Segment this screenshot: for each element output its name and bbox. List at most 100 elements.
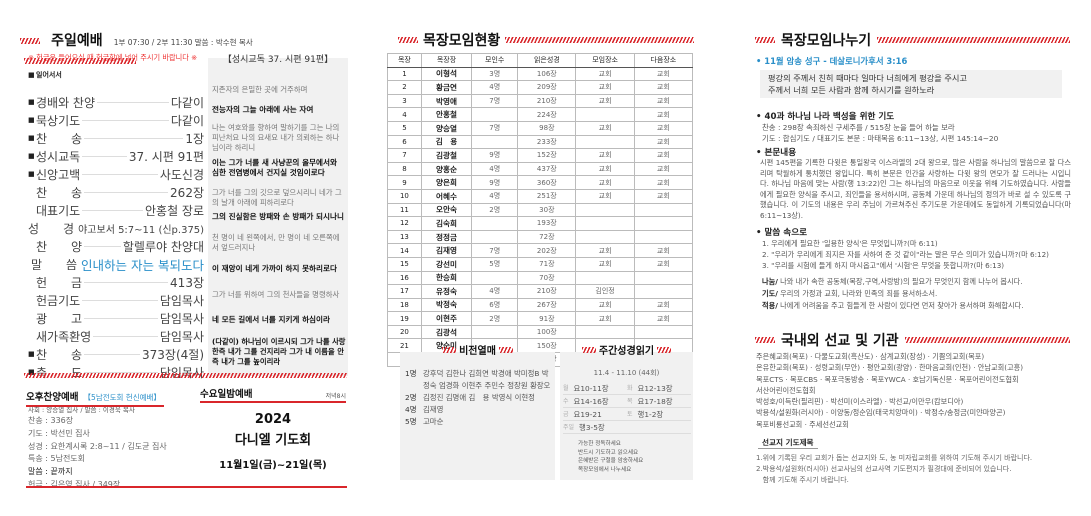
table-cell: 김 용 xyxy=(420,134,473,150)
reading-period: 11.4 - 11.10 (44회) xyxy=(593,369,660,377)
application-key: 기도/ xyxy=(762,288,778,298)
table-cell xyxy=(471,134,519,150)
table-cell: 교회 xyxy=(633,311,694,326)
table-cell: 유정숙 xyxy=(420,284,473,299)
column-header: 읽은성경 xyxy=(517,53,577,68)
application-item: 적용/ 나에게 어려움을 주고 힘들게 한 사람이 있다면 먼저 찾아가 용서하… xyxy=(762,300,1071,312)
order-value: 담임목사 xyxy=(159,329,204,344)
reading-day: 수 xyxy=(563,397,569,405)
mission-line: 온유한교회(목포) · 성령교회(무안) · 평안교회(광양) · 한마음교회(… xyxy=(756,363,1024,373)
table-cell xyxy=(575,134,635,150)
vision-list: 1명 강후덕 김한나 김희연 박경애 박미정B 박정숙 엄경화 이현주 주민수 정… xyxy=(405,368,553,428)
hatch-decoration xyxy=(755,337,775,343)
prayer-item: 2.박용석/설원화(러시아) 선교사님의 선교사역 기도편지가 필경대에 준비되… xyxy=(756,465,1012,473)
table-row: 3 박영애 7명 210장 교회 교회 xyxy=(387,93,694,109)
table-cell: 91장 xyxy=(517,311,577,326)
table-cell: 2명 xyxy=(471,311,519,326)
bullet-icon: ■ xyxy=(28,170,35,178)
table-cell: 6 xyxy=(387,134,422,150)
reading-row: 수 요14-16장 목 요17-18장 xyxy=(563,395,691,408)
section-title: 목장모임나누기 xyxy=(781,33,872,49)
event-year: 2024 xyxy=(254,412,292,427)
order-item: ■ 찬 송 373장(4절) xyxy=(28,345,204,363)
psalm-line: 이 재앙이 네게 가까이 하지 못하리로다 xyxy=(212,264,337,273)
wednesday-title: 수요일밤예배 xyxy=(200,389,253,400)
table-row: 12 김숙희 193장 xyxy=(387,216,694,231)
table-cell: 교회 xyxy=(575,66,635,82)
order-label: 헌금기도 xyxy=(36,293,81,308)
table-cell: 209장 xyxy=(517,80,577,95)
order-item: ■ 신앙고백 사도신경 xyxy=(28,165,204,183)
application-text: 우리의 가정과 교회, 나라와 민족의 죄를 용서하소서. xyxy=(777,288,938,298)
order-item: 헌금기도 담임목사 xyxy=(28,291,204,309)
afternoon-items: 찬송 : 336장 기도 : 박선민 집사 성경 : 요한계시록 2:8~11 … xyxy=(28,415,167,492)
reading-tip: 은혜받은 구절을 암송하세요 xyxy=(578,458,644,464)
table-cell xyxy=(471,229,519,245)
table-cell: 100장 xyxy=(517,324,577,340)
table-cell: 교회 xyxy=(633,161,694,177)
table-cell xyxy=(575,202,635,218)
reading-cell: 월 요10-11장 xyxy=(563,383,627,394)
table-cell xyxy=(575,324,635,340)
reading-box xyxy=(560,352,693,480)
table-cell: 이현주 xyxy=(420,311,473,326)
table-cell: 교회 xyxy=(633,175,694,190)
application-list: 나눔/ 나와 내가 속한 공동체(목장,구역,사랑방)의 필요가 무엇인지 함께… xyxy=(756,276,1071,312)
table-cell: 2 xyxy=(387,80,422,95)
table-row: 13 정정금 72장 xyxy=(387,229,694,245)
table-cell: 70장 xyxy=(517,270,577,286)
table-cell: 20 xyxy=(387,324,422,340)
afternoon-item: 성경 : 요한계시록 2:8~11 / 김도균 집사 xyxy=(28,441,167,451)
table-cell xyxy=(575,229,635,245)
reading-day: 화 xyxy=(627,384,633,392)
question: 1. 우리에게 필요한 '일용한 양식'은 무엇입니까?(마 6:11) xyxy=(762,238,938,248)
section-title: 주일예배 xyxy=(51,33,103,49)
table-cell: 황금연 xyxy=(420,80,473,95)
service-times: 1부 07:30 / 2부 11:30 말씀 : 박수현 목사 xyxy=(113,38,253,47)
order-item: 성 경 야고보서 5:7~11 (신p.375) xyxy=(28,219,204,237)
table-row: 5 양승열 7명 98장 교회 교회 xyxy=(387,120,694,136)
table-row: 2 황금연 4명 209장 교회 교회 xyxy=(387,80,694,95)
table-cell: 교회 xyxy=(575,148,635,163)
table-cell: 정정금 xyxy=(420,229,473,245)
bullet-icon: ■ xyxy=(28,134,35,142)
table-cell: 7명 xyxy=(471,93,519,109)
psalm-title: 【성시교독 37. 시편 91편】 xyxy=(222,55,334,65)
table-cell: 251장 xyxy=(517,188,577,204)
psalm-line: 천 명이 네 왼쪽에서, 만 명이 네 오른쪽에서 엎드러지나 xyxy=(212,233,340,252)
word-heading: • 말씀 속으로 xyxy=(756,227,808,238)
table-cell xyxy=(633,216,694,231)
sunday-service-header: 주일예배 1부 07:30 / 2부 11:30 말씀 : 박수현 목사 xyxy=(20,30,350,69)
table-cell: 교회 xyxy=(575,243,635,258)
leader-line xyxy=(82,119,169,121)
psalm-line: 나는 여호와를 향하여 말하기를 그는 나의 피난처요 나의 요새요 내가 의뢰… xyxy=(212,123,340,152)
table-cell: 4 xyxy=(387,107,422,122)
table-cell: 98장 xyxy=(517,120,577,136)
prayer-item: 함께 기도해 주시기 바랍니다. xyxy=(756,476,849,484)
vision-names: 김재영 xyxy=(423,405,444,414)
order-label: 신앙고백 xyxy=(36,167,81,182)
column-header: 모임장소 xyxy=(575,53,635,68)
memory-verse-heading: • 11월 암송 성구 - 데살로니가후서 3:16 xyxy=(756,56,908,66)
hatch-decoration xyxy=(877,37,1070,43)
psalm-line: 네 모든 길에서 너를 지키게 하심이라 xyxy=(212,315,331,324)
table-cell: 9명 xyxy=(471,175,519,190)
vision-item: 5명 고마순 xyxy=(405,416,553,428)
reading-day: 주일 xyxy=(563,423,575,431)
vision-count: 2명 xyxy=(405,393,417,402)
reading-tip: 가능한 정독하세요 xyxy=(578,441,621,447)
lesson-line: 찬송 : 298장 속죄하신 구세주를 / 515장 눈을 들어 하늘 보라 xyxy=(762,123,955,132)
table-cell: 4명 xyxy=(471,80,519,95)
table-cell: 10 xyxy=(387,188,422,204)
table-cell: 교회 xyxy=(575,297,635,313)
reading-range: 요17-18장 xyxy=(637,396,673,406)
content-heading: • 본문내용 xyxy=(756,148,797,158)
order-label: 광 고 xyxy=(36,311,83,326)
mission-line: 박용석/설원화(러시아) · 이양동/정순임(태국치앙마이) · 박정수/송정금… xyxy=(756,408,1006,418)
column-header: 목장장 xyxy=(420,53,473,68)
table-cell: 8 xyxy=(387,161,422,177)
leader-line xyxy=(82,155,127,157)
table-row: 15 강선미 5명 71장 교회 교회 xyxy=(387,256,694,272)
leader-line xyxy=(84,353,141,355)
